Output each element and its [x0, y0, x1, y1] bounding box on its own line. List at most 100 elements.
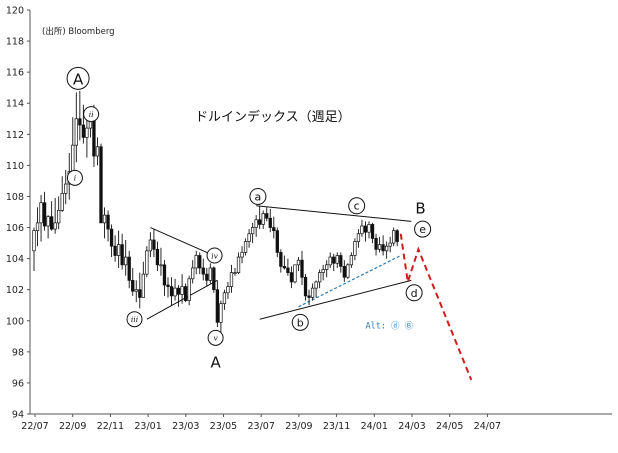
candle-body	[388, 242, 392, 247]
candle-body	[208, 267, 212, 281]
wave-label-text: B	[415, 199, 425, 217]
candle	[226, 281, 230, 300]
candle	[53, 198, 57, 234]
candle	[254, 215, 258, 237]
candle	[205, 267, 209, 287]
candle-body	[92, 118, 96, 157]
candle	[208, 263, 212, 284]
y-tick-label: 94	[12, 410, 24, 421]
candle	[300, 250, 304, 286]
trendline	[150, 227, 218, 258]
candle	[191, 260, 195, 284]
x-tick-label: 22/09	[59, 421, 86, 432]
candle-body	[166, 284, 170, 287]
candle-body	[155, 248, 160, 266]
candle	[240, 246, 244, 264]
candle	[39, 194, 43, 242]
wave-label: ii	[83, 106, 100, 123]
candle	[127, 250, 131, 289]
x-tick-label: 22/07	[21, 421, 48, 432]
candle-body	[346, 264, 350, 278]
candle	[258, 205, 262, 230]
candle-body	[120, 244, 124, 266]
candle-body	[183, 286, 188, 301]
support-dotted-line	[298, 254, 402, 308]
candle-body	[233, 272, 237, 274]
candle-body	[212, 267, 216, 291]
candle-body	[85, 127, 89, 138]
candle	[321, 264, 325, 281]
candle	[42, 191, 47, 231]
candle-body	[42, 202, 47, 227]
candle-body	[180, 286, 184, 295]
candle-body	[254, 219, 258, 228]
candle-body	[81, 124, 86, 138]
candle-body	[261, 213, 265, 225]
wave-label: B	[415, 199, 425, 217]
wave-label-circle	[66, 169, 83, 186]
candle	[194, 250, 198, 275]
candle	[109, 224, 114, 258]
candle-body	[335, 255, 339, 264]
projection-path	[399, 233, 473, 381]
candle	[296, 257, 301, 272]
candle-body	[215, 289, 220, 323]
candle	[275, 227, 279, 258]
candle-body	[187, 278, 191, 301]
candle	[46, 215, 50, 239]
wave-label: v	[207, 329, 224, 346]
wave-label-circle	[291, 313, 309, 331]
candle	[286, 258, 290, 276]
candle	[392, 227, 396, 247]
candle	[335, 252, 339, 268]
wave-label: iv	[206, 247, 223, 264]
candle	[222, 289, 227, 310]
x-tick-label: 24/01	[361, 421, 388, 432]
candle	[307, 289, 311, 306]
y-tick-label: 114	[6, 99, 24, 110]
candle	[166, 277, 170, 298]
candle-body	[116, 244, 121, 256]
candle	[395, 229, 399, 247]
candle-body	[268, 217, 272, 228]
candle-body	[377, 244, 382, 250]
candle	[106, 210, 110, 242]
candle	[233, 267, 237, 276]
wave-label: b	[291, 313, 309, 331]
x-tick-label: 24/07	[474, 421, 501, 432]
candle	[332, 253, 336, 272]
candle-body	[243, 241, 248, 253]
candle	[268, 208, 272, 233]
candle-body	[49, 216, 54, 230]
candle	[363, 221, 368, 242]
candle-body	[353, 241, 357, 256]
candle	[74, 92, 78, 163]
candle	[289, 266, 294, 289]
candle-body	[349, 255, 354, 266]
candle-body	[332, 256, 336, 264]
candle	[162, 260, 167, 296]
candle-body	[272, 227, 276, 231]
candle	[116, 230, 121, 268]
candle	[265, 207, 269, 222]
candle	[388, 236, 392, 253]
candle-body	[201, 267, 205, 275]
wave-label-text: A	[73, 70, 84, 88]
wave-label-text: i	[74, 174, 77, 183]
x-tick-label: 24/05	[436, 421, 463, 432]
wave-label: iii	[126, 311, 143, 328]
alt-annotation: Alt: ⓓ Ⓑ	[365, 322, 413, 332]
candle-body	[356, 233, 361, 242]
candle-body	[102, 214, 107, 224]
candle	[370, 222, 375, 244]
x-tick-label: 23/11	[323, 421, 350, 432]
candle-body	[124, 256, 128, 266]
candle	[169, 277, 174, 306]
candle	[152, 229, 156, 258]
candle-body	[325, 264, 329, 270]
candle	[183, 283, 188, 303]
candle-body	[57, 210, 61, 224]
y-tick-label: 98	[12, 347, 24, 358]
candle	[219, 300, 223, 334]
